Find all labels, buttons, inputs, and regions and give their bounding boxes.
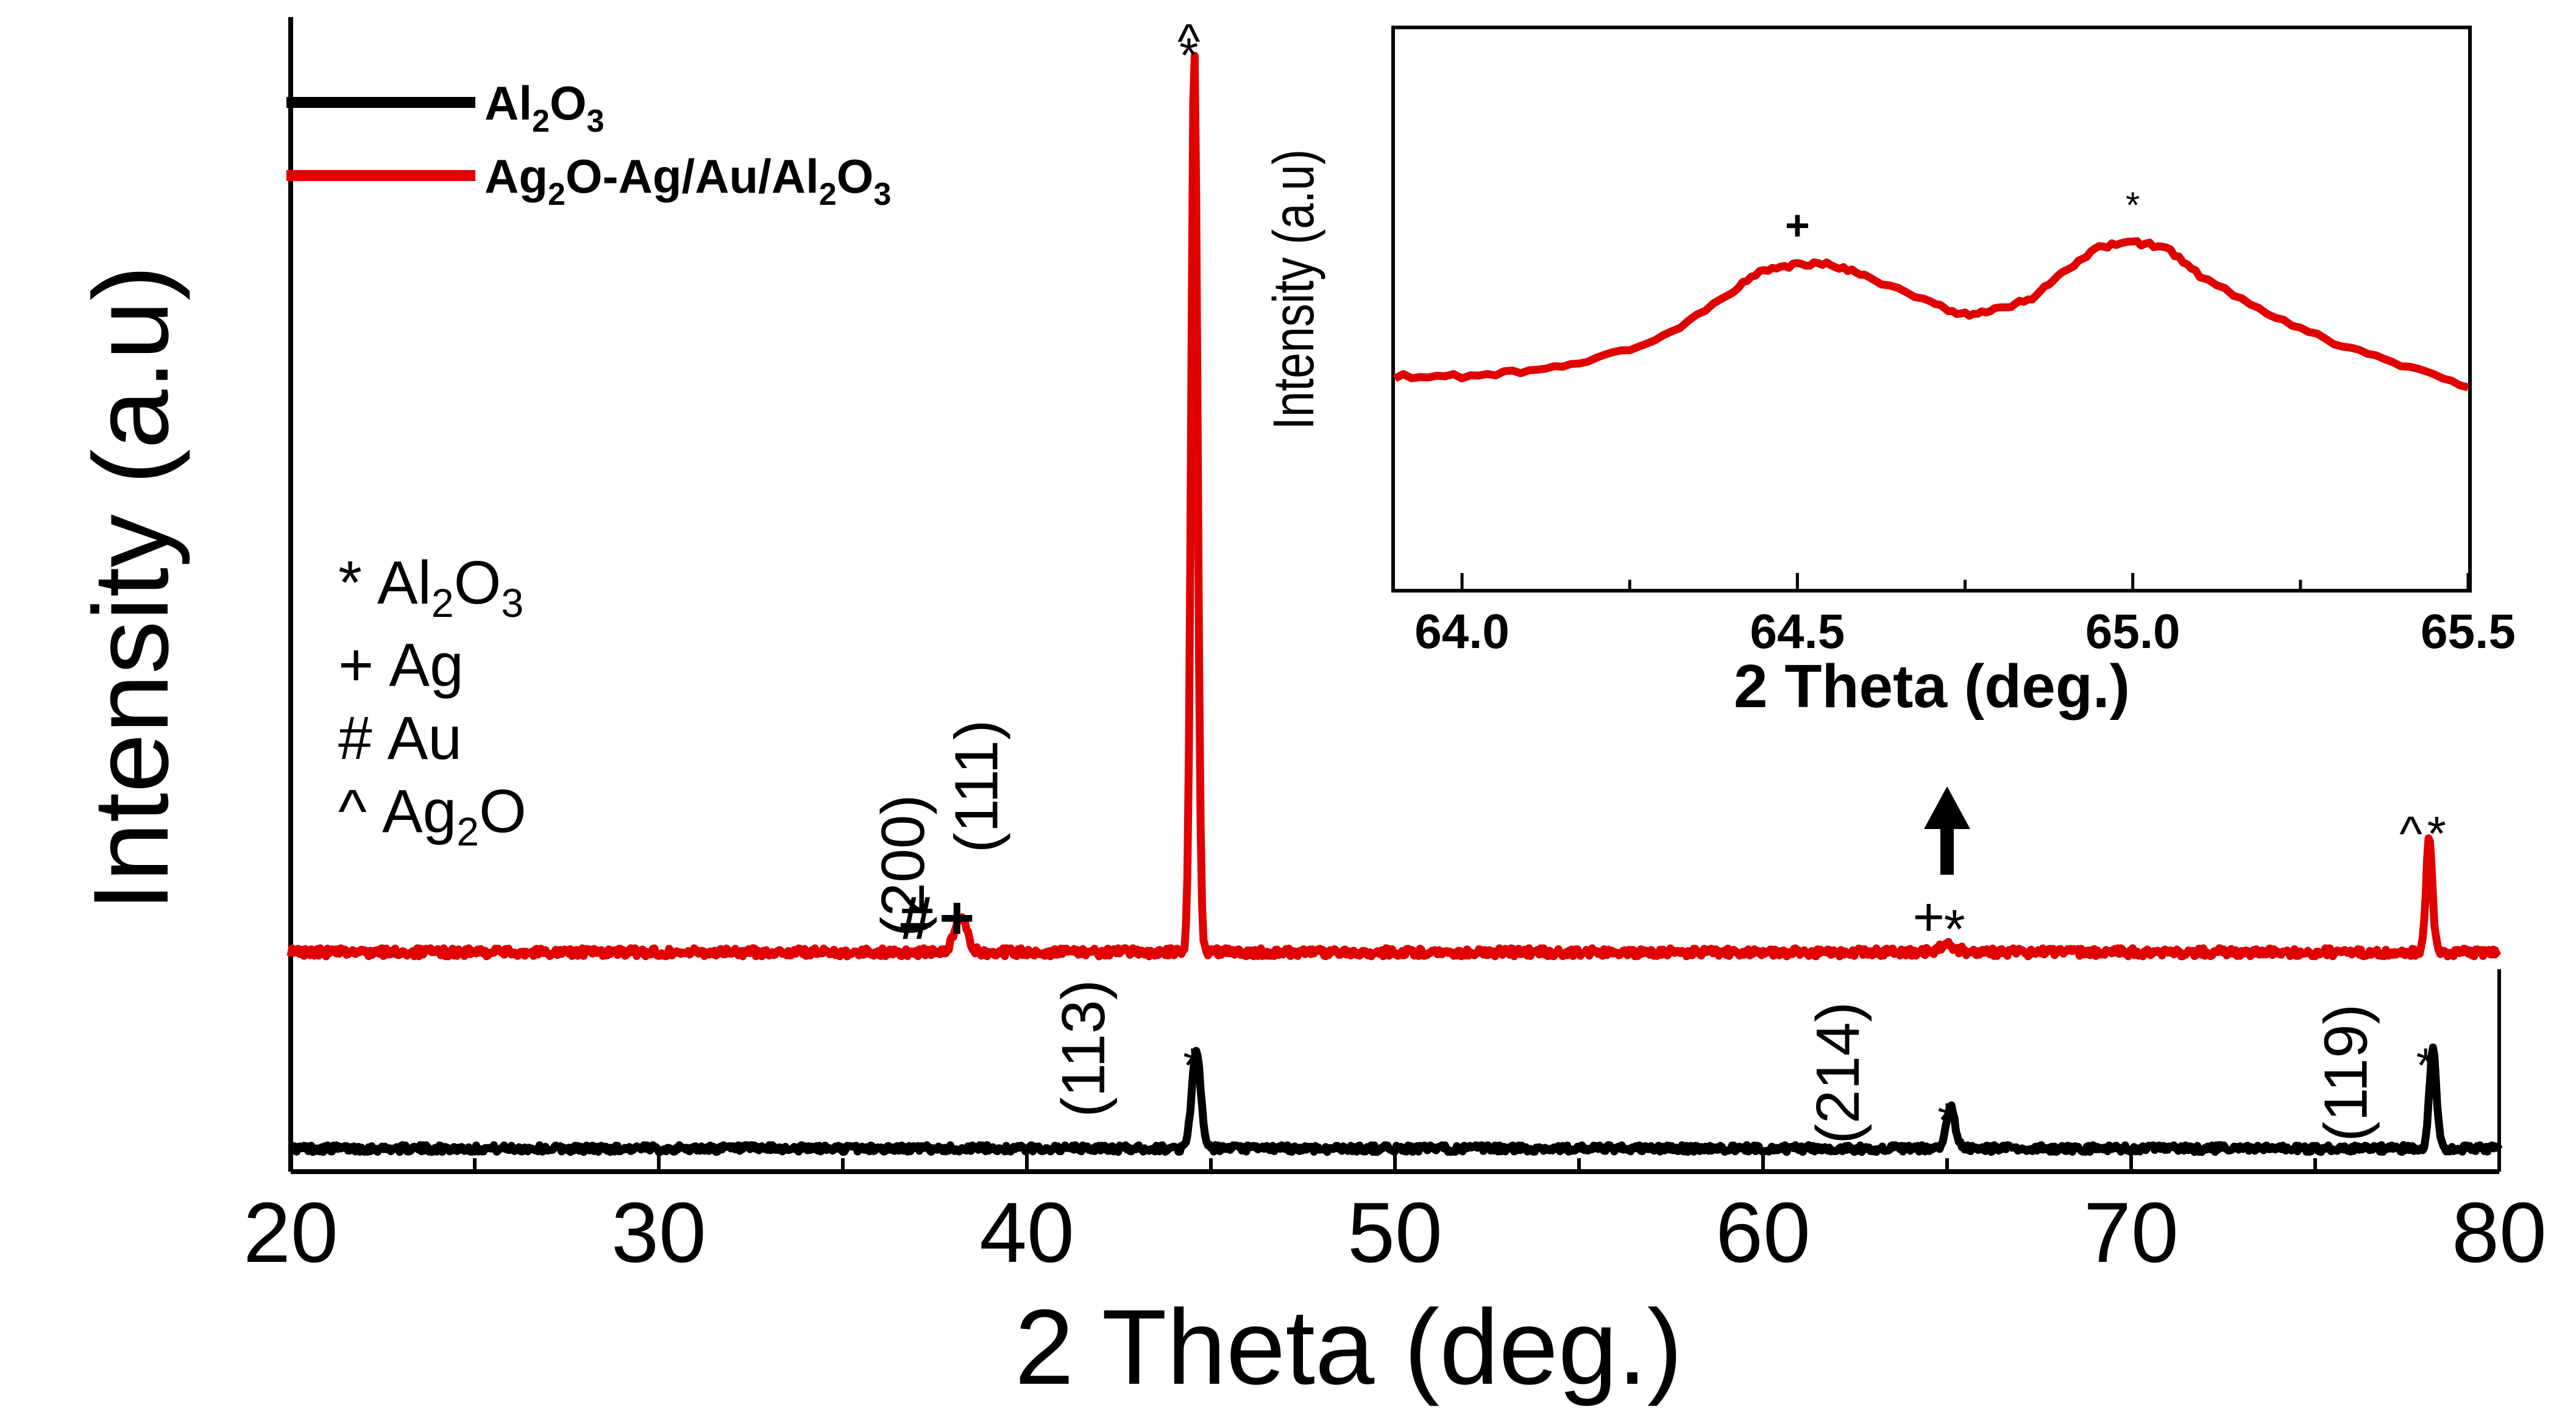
legend: Al2O3 Ag2O-Ag/Au/Al2O3 xyxy=(286,76,891,212)
main-x-axis-label: 2 Theta (deg.) xyxy=(1015,1288,1683,1407)
main-x-tick-labels: 20 30 40 50 60 70 80 xyxy=(243,1184,2547,1280)
peak-marker-al2o3-44-red: * xyxy=(1179,28,1198,82)
peak-annotations: (200) (111) # + ^ * + * ^ * (113) * (214… xyxy=(869,14,2446,1147)
series-line-al2o3 xyxy=(288,1043,2503,1156)
inset-series-line xyxy=(1393,237,2469,391)
phase-key-item-au: # Au xyxy=(338,704,462,772)
inset-x-axis-label: 2 Theta (deg.) xyxy=(1734,652,2130,721)
phase-key-item-al2o3: * Al2O3 xyxy=(338,549,523,625)
inset-x-tick-label-64.5: 64.5 xyxy=(1750,604,1845,658)
legend-label-al2o3: Al2O3 xyxy=(484,76,605,139)
x-tick-label-70: 70 xyxy=(2084,1184,2179,1280)
peak-label-214: (214) xyxy=(1804,1002,1872,1144)
inset-x-tick-label-64.0: 64.0 xyxy=(1414,604,1510,658)
inset-y-axis-label: Intensity (a.u) xyxy=(1261,149,1326,430)
peak-marker-au: # xyxy=(899,884,934,952)
peak-marker-al2o3-65-black: * xyxy=(1937,1093,1956,1147)
peak-label-111: (111) xyxy=(943,720,1011,853)
series-line-ag2o-ag-au-al2o3 xyxy=(286,52,2502,961)
peak-label-113: (113) xyxy=(1049,980,1118,1117)
inset-peak-marker-al2o3: * xyxy=(2126,185,2140,226)
inset-x-tick-label-65.0: 65.0 xyxy=(2085,604,2180,658)
legend-label-ag2o-ag-au-al2o3: Ag2O-Ag/Au/Al2O3 xyxy=(484,149,891,212)
zoom-arrow-icon xyxy=(1924,786,1970,875)
main-axes: 20 30 40 50 60 70 80 xyxy=(243,17,2547,1280)
main-y-axis-label: Intensity (a.u) xyxy=(72,265,191,911)
peak-marker-ag-64: + xyxy=(1913,887,1945,948)
peak-label-200: (200) xyxy=(869,794,937,936)
x-tick-label-30: 30 xyxy=(611,1184,706,1280)
phase-key-item-ag: + Ag xyxy=(338,631,464,699)
phase-key: * Al2O3 + Ag # Au ^ Ag2O xyxy=(338,549,527,854)
x-tick-label-40: 40 xyxy=(979,1184,1074,1280)
x-tick-label-50: 50 xyxy=(1347,1184,1442,1280)
x-tick-label-20: 20 xyxy=(243,1184,338,1280)
inset-frame xyxy=(1391,26,2472,593)
peak-marker-al2o3-78-black: * xyxy=(2416,1038,2435,1092)
phase-key-item-ag2o: ^ Ag2O xyxy=(338,777,527,854)
peak-label-119: (119) xyxy=(2312,1004,2380,1142)
inset-chart: 64.0 64.5 65.0 65.5 2 Theta (deg.) Intensit… xyxy=(1261,26,2516,721)
inset-x-tick-labels: 64.0 64.5 65.0 65.5 xyxy=(1414,604,2516,658)
x-tick-label-60: 60 xyxy=(1716,1184,1811,1280)
inset-x-ticks xyxy=(1460,573,2470,589)
inset-peak-marker-ag: + xyxy=(1785,202,1810,249)
peak-marker-al2o3-44-black: * xyxy=(1183,1038,1202,1092)
peak-marker-ag2o-44: ^ xyxy=(1177,14,1201,68)
inset-x-tick-label-65.5: 65.5 xyxy=(2421,604,2516,658)
peak-marker-al2o3-65-red: * xyxy=(1944,899,1965,960)
peak-marker-ag-38: + xyxy=(939,884,974,952)
peak-marker-ag2o-78: ^ xyxy=(2399,806,2422,861)
x-tick-label-80: 80 xyxy=(2452,1184,2547,1280)
peak-marker-al2o3-78-red: * xyxy=(2427,806,2446,861)
